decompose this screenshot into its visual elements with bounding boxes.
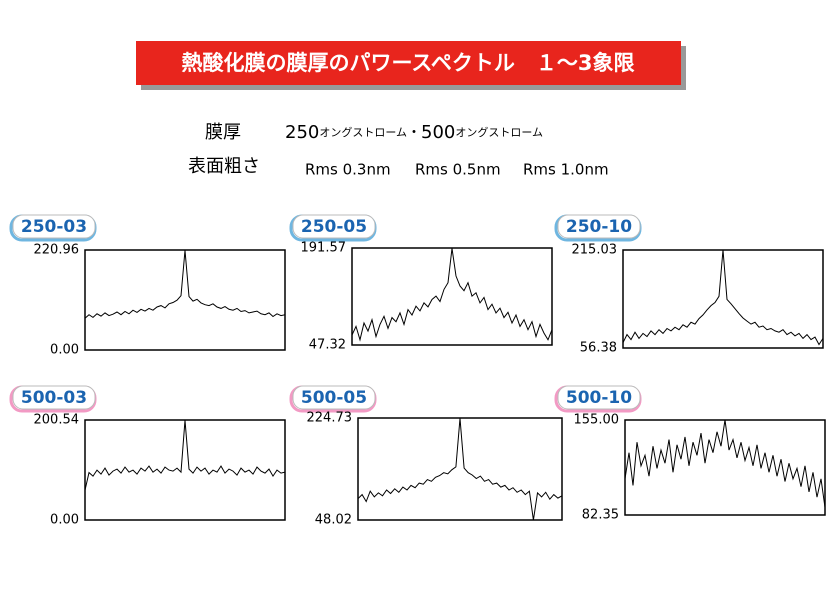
y-tick-label: 200.54: [34, 413, 80, 428]
thickness-label: 膜厚: [205, 122, 241, 143]
spectrum-line: [624, 419, 826, 508]
roughness-value: Rms 0.3nm: [305, 161, 391, 179]
badge-inner: [557, 385, 641, 410]
chart-title: 500-03: [21, 388, 87, 408]
plot-frame: [84, 249, 286, 351]
title-box: [136, 41, 681, 85]
spectrum-line: [84, 420, 286, 491]
y-tick-label: 82.35: [582, 508, 619, 523]
y-tick-label: 191.57: [301, 241, 347, 256]
chart-title: 500-05: [301, 388, 367, 408]
text: 250: [285, 122, 319, 143]
y-tick-label: 0.00: [50, 343, 79, 358]
badge-inner: [12, 214, 96, 239]
text: オングストローム: [319, 125, 407, 139]
thickness-value: 250オングストローム・500オングストローム: [285, 122, 543, 143]
chart-title: 250-10: [566, 217, 632, 237]
chart-title: 250-03: [21, 217, 87, 237]
spectrum-line: [357, 418, 563, 521]
y-tick-label: 56.38: [580, 341, 617, 356]
roughness-label: 表面粗さ: [188, 156, 260, 177]
badge-inner: [292, 385, 376, 410]
plot-frame: [357, 417, 563, 521]
y-tick-label: 47.32: [309, 338, 346, 353]
y-tick-label: 0.00: [50, 513, 79, 528]
plot-frame: [624, 419, 826, 516]
y-tick-label: 224.73: [307, 411, 353, 426]
y-tick-label: 220.96: [34, 243, 80, 258]
badge-inner: [557, 214, 641, 239]
spectrum-line: [622, 249, 824, 346]
y-tick-label: 215.03: [572, 243, 618, 258]
text: ・: [407, 125, 421, 141]
y-tick-label: 155.00: [574, 413, 620, 428]
plot-frame: [351, 247, 553, 346]
chart-title: 250-05: [301, 217, 367, 237]
plot-frame: [622, 249, 824, 349]
spectrum-line: [84, 250, 286, 319]
y-tick-label: 48.02: [315, 513, 352, 528]
badge-inner: [292, 214, 376, 239]
title: 熱酸化膜の膜厚のパワースペクトル １～3象限: [181, 51, 634, 75]
roughness-value: Rms 1.0nm: [523, 161, 609, 179]
spectrum-line: [351, 248, 553, 342]
text: 500: [421, 122, 455, 143]
badge-inner: [12, 385, 96, 410]
text: オングストローム: [455, 125, 543, 139]
roughness-value: Rms 0.5nm: [415, 161, 501, 179]
chart-title: 500-10: [566, 388, 632, 408]
